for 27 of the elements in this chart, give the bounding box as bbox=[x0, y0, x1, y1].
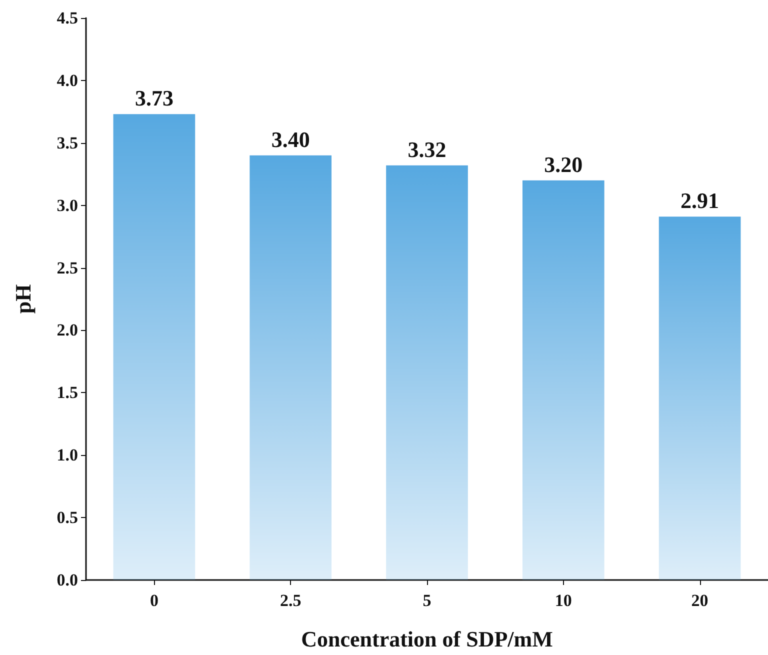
y-tick-label: 2.0 bbox=[56, 320, 78, 340]
y-tick-label: 0.0 bbox=[56, 570, 78, 590]
x-axis-title: Concentration of SDP/mM bbox=[301, 626, 554, 652]
bar bbox=[113, 114, 196, 580]
y-tick-label: 4.5 bbox=[56, 8, 78, 28]
x-tick-label: 10 bbox=[554, 591, 572, 610]
y-tick-label: 1.5 bbox=[56, 383, 78, 402]
data-label: 2.91 bbox=[680, 188, 720, 214]
bar bbox=[250, 155, 332, 580]
y-tick-label: 1.0 bbox=[56, 446, 78, 465]
y-tick-label: 2.5 bbox=[56, 258, 78, 278]
y-axis-title: pH bbox=[10, 284, 36, 314]
y-tick-label: 3.5 bbox=[56, 133, 78, 152]
x-tick-label: 0 bbox=[150, 591, 158, 610]
x-tick-label: 20 bbox=[691, 591, 708, 610]
x-tick-label: 2.5 bbox=[280, 591, 302, 610]
data-label: 3.73 bbox=[134, 86, 174, 111]
data-label: 3.32 bbox=[408, 136, 446, 162]
y-tick-label: 0.5 bbox=[56, 508, 78, 528]
data-label: 3.20 bbox=[544, 152, 583, 177]
data-label: 3.40 bbox=[271, 126, 310, 152]
bar bbox=[386, 165, 468, 580]
y-tick-label: 4.0 bbox=[56, 70, 78, 90]
y-tick-label: 3.0 bbox=[56, 196, 78, 215]
x-tick-label: 5 bbox=[422, 591, 432, 610]
bar bbox=[522, 180, 604, 580]
bar bbox=[658, 216, 741, 580]
